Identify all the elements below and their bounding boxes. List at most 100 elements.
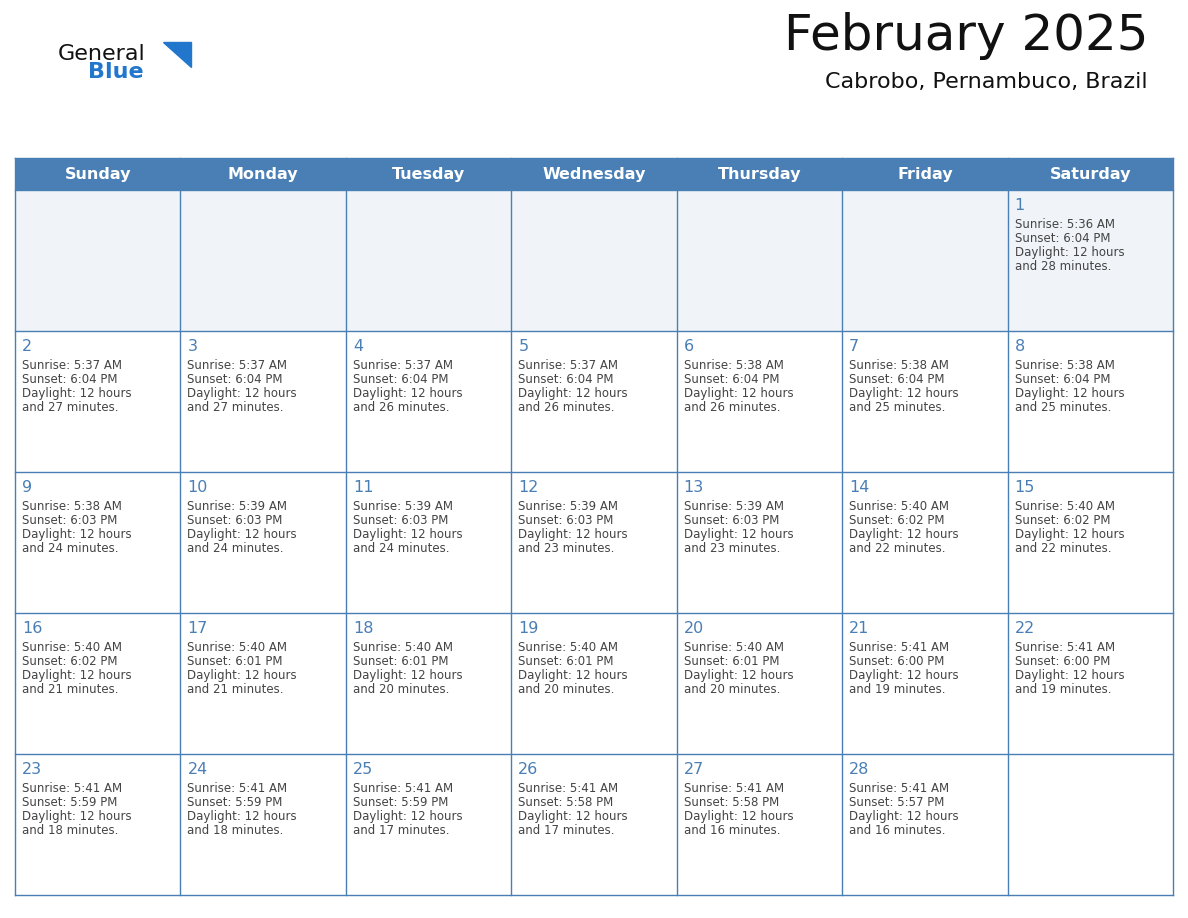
Text: Sunrise: 5:38 AM: Sunrise: 5:38 AM [684,359,784,372]
Text: Daylight: 12 hours: Daylight: 12 hours [23,387,132,400]
Text: Sunset: 6:02 PM: Sunset: 6:02 PM [23,655,118,668]
Text: Sunset: 6:01 PM: Sunset: 6:01 PM [353,655,448,668]
Text: Daylight: 12 hours: Daylight: 12 hours [23,528,132,541]
Text: and 21 minutes.: and 21 minutes. [188,683,284,696]
Text: and 19 minutes.: and 19 minutes. [849,683,946,696]
Text: 6: 6 [684,339,694,354]
Text: and 17 minutes.: and 17 minutes. [353,824,449,837]
Bar [15,613,1173,754]
Text: Daylight: 12 hours: Daylight: 12 hours [684,528,794,541]
Text: Daylight: 12 hours: Daylight: 12 hours [518,528,628,541]
Text: Sunset: 6:01 PM: Sunset: 6:01 PM [188,655,283,668]
Text: Sunset: 6:00 PM: Sunset: 6:00 PM [1015,655,1110,668]
Text: Sunrise: 5:38 AM: Sunrise: 5:38 AM [1015,359,1114,372]
Text: Daylight: 12 hours: Daylight: 12 hours [188,669,297,682]
Text: Daylight: 12 hours: Daylight: 12 hours [684,387,794,400]
Text: 16: 16 [23,621,43,636]
Text: Sunset: 6:02 PM: Sunset: 6:02 PM [849,514,944,527]
Text: Sunset: 6:04 PM: Sunset: 6:04 PM [353,373,448,386]
Text: 21: 21 [849,621,870,636]
Text: Sunrise: 5:40 AM: Sunrise: 5:40 AM [353,641,453,654]
Text: Sunrise: 5:40 AM: Sunrise: 5:40 AM [684,641,784,654]
Text: Sunset: 5:59 PM: Sunset: 5:59 PM [353,796,448,809]
Text: and 23 minutes.: and 23 minutes. [518,542,614,555]
Text: 8: 8 [1015,339,1025,354]
Text: and 19 minutes.: and 19 minutes. [1015,683,1111,696]
Text: Daylight: 12 hours: Daylight: 12 hours [518,810,628,823]
Text: Cabrobo, Pernambuco, Brazil: Cabrobo, Pernambuco, Brazil [826,72,1148,92]
Text: Daylight: 12 hours: Daylight: 12 hours [353,669,462,682]
Text: and 22 minutes.: and 22 minutes. [1015,542,1111,555]
Text: Sunrise: 5:41 AM: Sunrise: 5:41 AM [23,782,122,795]
Text: Daylight: 12 hours: Daylight: 12 hours [353,387,462,400]
Text: Sunrise: 5:37 AM: Sunrise: 5:37 AM [518,359,618,372]
Text: February 2025: February 2025 [784,12,1148,60]
Text: Daylight: 12 hours: Daylight: 12 hours [1015,246,1124,259]
Bar [15,331,1173,472]
Text: Daylight: 12 hours: Daylight: 12 hours [518,387,628,400]
Text: Sunrise: 5:39 AM: Sunrise: 5:39 AM [518,500,618,513]
Text: Sunrise: 5:41 AM: Sunrise: 5:41 AM [518,782,619,795]
Text: and 26 minutes.: and 26 minutes. [518,401,614,414]
Text: 1: 1 [1015,198,1025,213]
Text: and 18 minutes.: and 18 minutes. [188,824,284,837]
Text: Daylight: 12 hours: Daylight: 12 hours [1015,387,1124,400]
Text: and 23 minutes.: and 23 minutes. [684,542,781,555]
Text: General: General [58,44,146,64]
Text: Sunrise: 5:41 AM: Sunrise: 5:41 AM [684,782,784,795]
Text: Sunset: 6:01 PM: Sunset: 6:01 PM [518,655,614,668]
Text: 4: 4 [353,339,364,354]
Text: Sunrise: 5:38 AM: Sunrise: 5:38 AM [23,500,122,513]
Text: Daylight: 12 hours: Daylight: 12 hours [353,810,462,823]
Text: 12: 12 [518,480,538,495]
Text: Sunrise: 5:41 AM: Sunrise: 5:41 AM [1015,641,1114,654]
Text: Sunset: 6:03 PM: Sunset: 6:03 PM [353,514,448,527]
Text: Sunrise: 5:37 AM: Sunrise: 5:37 AM [188,359,287,372]
Polygon shape [163,42,191,67]
Text: Sunrise: 5:41 AM: Sunrise: 5:41 AM [849,782,949,795]
Text: Sunset: 6:03 PM: Sunset: 6:03 PM [518,514,614,527]
Text: 15: 15 [1015,480,1035,495]
Text: 14: 14 [849,480,870,495]
Text: Sunrise: 5:40 AM: Sunrise: 5:40 AM [518,641,618,654]
Text: 17: 17 [188,621,208,636]
Text: Daylight: 12 hours: Daylight: 12 hours [1015,669,1124,682]
Text: Thursday: Thursday [718,166,801,182]
Text: Sunset: 6:04 PM: Sunset: 6:04 PM [23,373,118,386]
Text: Sunset: 6:03 PM: Sunset: 6:03 PM [23,514,118,527]
Text: Sunrise: 5:40 AM: Sunrise: 5:40 AM [1015,500,1114,513]
Text: Sunset: 6:03 PM: Sunset: 6:03 PM [684,514,779,527]
Text: Sunrise: 5:40 AM: Sunrise: 5:40 AM [188,641,287,654]
Text: Sunset: 6:04 PM: Sunset: 6:04 PM [1015,373,1110,386]
Text: 25: 25 [353,762,373,777]
Text: Sunset: 6:03 PM: Sunset: 6:03 PM [188,514,283,527]
Text: 23: 23 [23,762,42,777]
Text: Daylight: 12 hours: Daylight: 12 hours [1015,528,1124,541]
Text: Sunrise: 5:37 AM: Sunrise: 5:37 AM [353,359,453,372]
Text: Sunrise: 5:37 AM: Sunrise: 5:37 AM [23,359,122,372]
Text: Daylight: 12 hours: Daylight: 12 hours [188,387,297,400]
Text: Sunset: 6:02 PM: Sunset: 6:02 PM [1015,514,1110,527]
Text: Tuesday: Tuesday [392,166,466,182]
Text: Sunset: 5:59 PM: Sunset: 5:59 PM [23,796,118,809]
Text: Sunrise: 5:41 AM: Sunrise: 5:41 AM [353,782,453,795]
Text: and 21 minutes.: and 21 minutes. [23,683,119,696]
Text: 27: 27 [684,762,704,777]
Text: 9: 9 [23,480,32,495]
Text: Sunrise: 5:41 AM: Sunrise: 5:41 AM [849,641,949,654]
Bar [15,158,1173,190]
Text: Sunday: Sunday [64,166,131,182]
Text: 3: 3 [188,339,197,354]
Text: 22: 22 [1015,621,1035,636]
Text: and 20 minutes.: and 20 minutes. [518,683,614,696]
Text: 13: 13 [684,480,704,495]
Text: and 16 minutes.: and 16 minutes. [684,824,781,837]
Text: Daylight: 12 hours: Daylight: 12 hours [23,669,132,682]
Text: Sunset: 6:00 PM: Sunset: 6:00 PM [849,655,944,668]
Text: Sunset: 6:04 PM: Sunset: 6:04 PM [1015,232,1110,245]
Text: and 27 minutes.: and 27 minutes. [23,401,119,414]
Text: and 22 minutes.: and 22 minutes. [849,542,946,555]
Text: Daylight: 12 hours: Daylight: 12 hours [849,810,959,823]
Bar [15,190,1173,331]
Text: Daylight: 12 hours: Daylight: 12 hours [518,669,628,682]
